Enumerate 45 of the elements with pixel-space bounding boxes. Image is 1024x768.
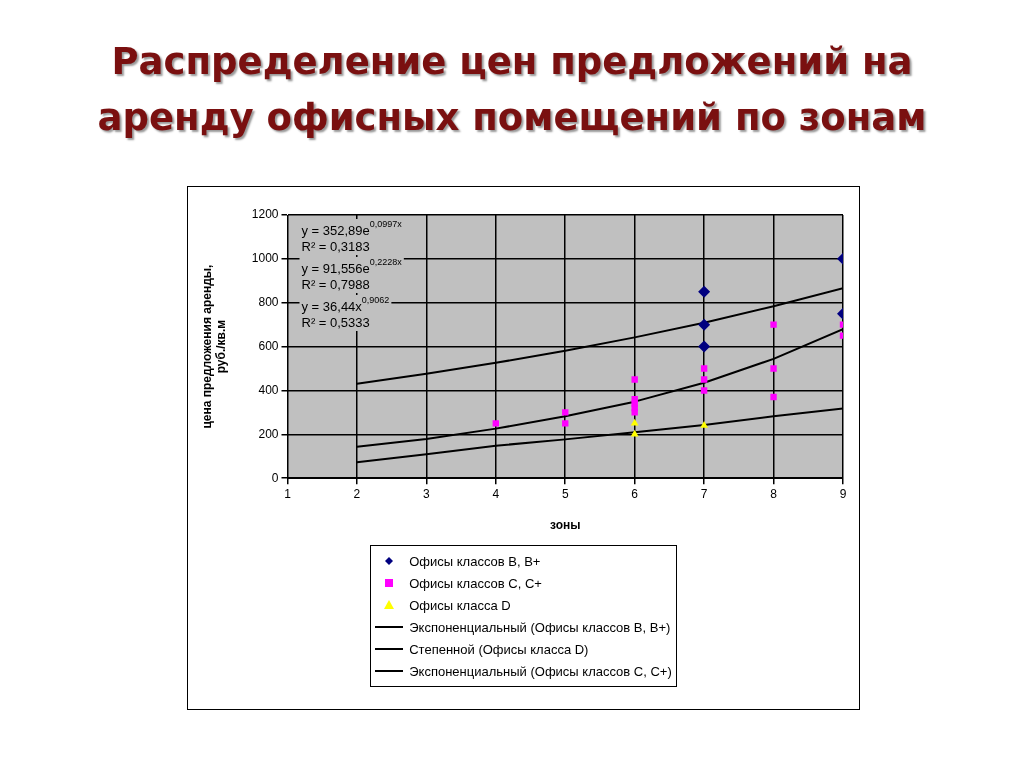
point	[630, 418, 639, 426]
point	[631, 376, 638, 383]
x-tick-label: 8	[770, 486, 778, 501]
legend-label: Экспоненциальный (Офисы классов C, C+)	[409, 663, 672, 679]
x-tick-label: 3	[423, 486, 431, 501]
annotation: R² = 0,5333	[301, 314, 370, 330]
point	[630, 429, 639, 437]
legend-label: Офисы класса D	[409, 597, 511, 613]
annotation: R² = 0,3183	[301, 238, 370, 254]
x-tick-label: 7	[700, 486, 708, 501]
legend-label: Офисы классов B, B+	[409, 553, 541, 569]
x-axis-title: зоны	[550, 518, 581, 533]
point	[562, 409, 569, 416]
x-tick-label: 1	[284, 486, 292, 501]
y-tick-label: 600	[258, 338, 279, 353]
point	[700, 421, 709, 428]
y-tick-label: 400	[258, 382, 279, 397]
point	[631, 409, 638, 416]
y-axis-title: цена предложения аренды, руб./кв.м	[199, 264, 228, 429]
legend-label: Экспоненциальный (Офисы классов B, B+)	[409, 619, 671, 635]
point	[700, 365, 708, 372]
y-tick-label: 1000	[251, 251, 279, 266]
point	[700, 376, 708, 383]
x-tick-label: 9	[839, 486, 847, 501]
point	[770, 393, 777, 401]
y-tick-label: 0	[271, 470, 279, 485]
point	[492, 420, 499, 427]
x-tick-label: 2	[353, 486, 361, 501]
point	[698, 318, 711, 331]
point	[770, 321, 777, 328]
point	[562, 420, 569, 427]
point	[770, 365, 777, 372]
point	[700, 387, 708, 394]
x-tick-label: 5	[561, 486, 569, 501]
x-tick-label: 6	[631, 486, 639, 501]
legend-label: Степенной (Офисы класса D)	[409, 641, 589, 657]
x-tick-label: 4	[492, 486, 500, 501]
legend-label: Офисы классов C, C+	[409, 575, 542, 591]
y-tick-label: 800	[258, 295, 279, 310]
point	[698, 340, 711, 353]
point	[698, 285, 711, 298]
y-tick-label: 200	[258, 426, 279, 441]
annotation: R² = 0,7988	[301, 276, 370, 292]
chart-title: Распределение цен предложений на аренду офисных помещений по зонам	[96, 39, 928, 141]
y-tick-label: 1200	[251, 207, 279, 222]
